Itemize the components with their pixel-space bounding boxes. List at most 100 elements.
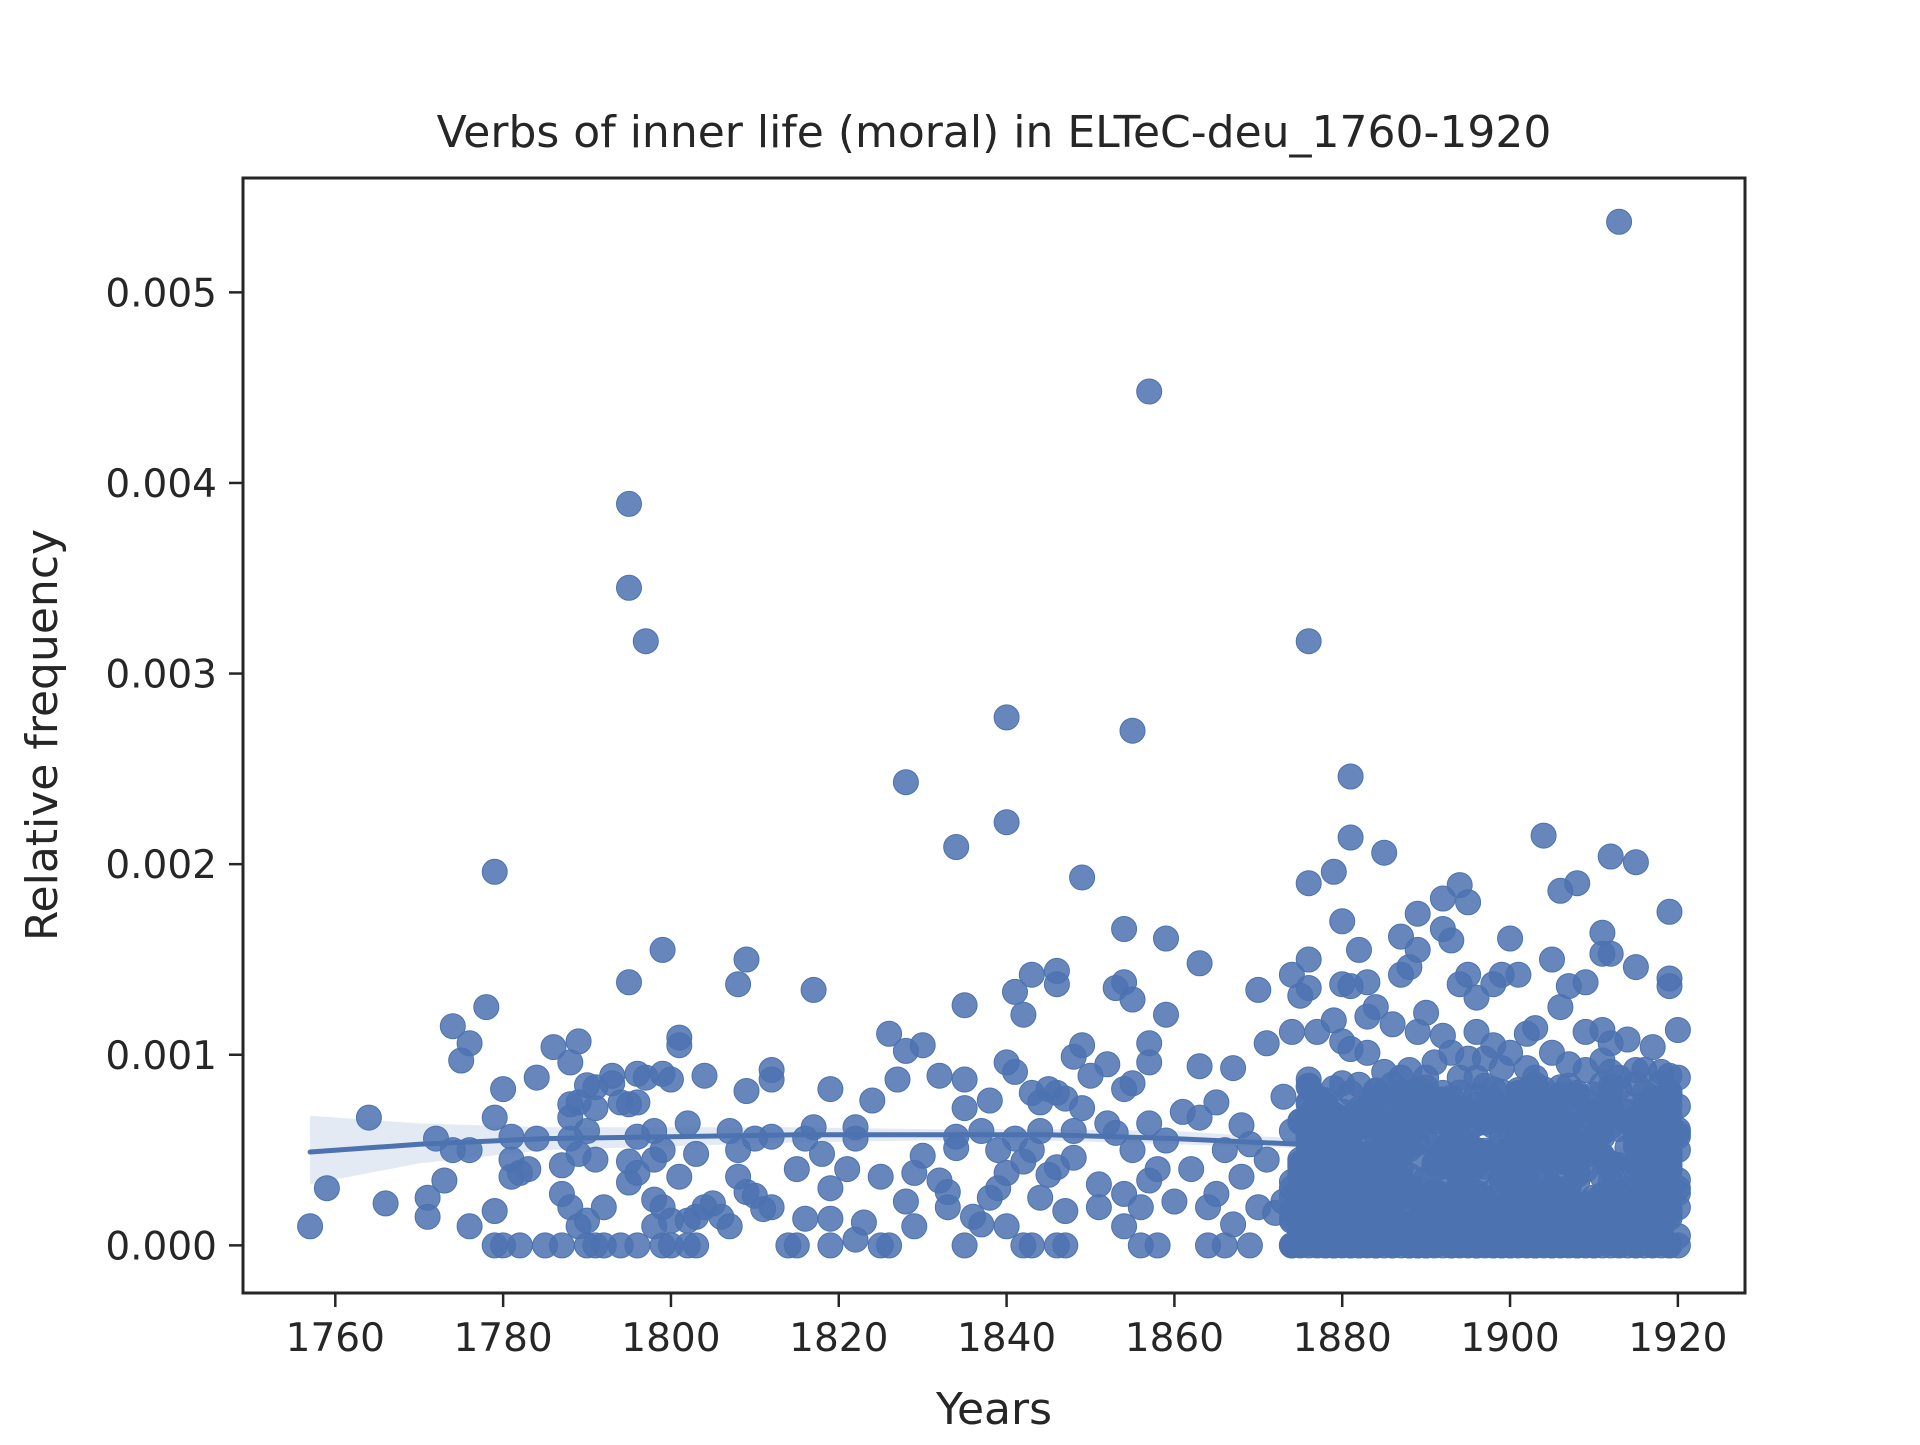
data-point <box>951 1095 978 1122</box>
data-point <box>1656 898 1683 925</box>
data-point <box>1186 1053 1213 1080</box>
y-tick-label: 0.001 <box>105 1034 217 1079</box>
data-point <box>414 1203 441 1230</box>
y-axis-ticks: 0.000 0.001 0.002 0.003 0.004 0.005 <box>105 271 243 1269</box>
data-point <box>1664 1017 1691 1043</box>
data-point <box>1597 843 1624 870</box>
data-point <box>884 1066 911 1093</box>
data-point <box>1572 969 1599 996</box>
data-point <box>1455 961 1482 988</box>
data-point <box>817 1232 844 1259</box>
data-point <box>431 1167 458 1194</box>
data-point <box>297 1213 324 1240</box>
data-point <box>1463 1232 1490 1259</box>
data-point <box>809 1140 835 1167</box>
data-point <box>892 1188 919 1215</box>
data-point <box>1622 849 1649 876</box>
data-point <box>1522 1015 1549 1042</box>
data-point <box>876 1232 903 1259</box>
data-point <box>1597 1150 1624 1176</box>
data-point <box>1639 1184 1666 1211</box>
data-point <box>1002 978 1028 1005</box>
data-point <box>565 1028 592 1055</box>
data-point <box>1111 1213 1138 1240</box>
x-axis-ticks: 1760 1780 1800 1820 1840 1860 1880 1900 1920 <box>286 1293 1728 1361</box>
data-point <box>834 1156 861 1183</box>
data-point <box>1018 961 1045 988</box>
data-point <box>540 1034 567 1061</box>
data-point <box>993 1213 1020 1240</box>
data-point <box>1287 1180 1314 1207</box>
x-tick-label: 1880 <box>1293 1316 1392 1361</box>
y-tick-label: 0.002 <box>105 843 217 888</box>
data-point <box>1354 1208 1381 1235</box>
y-tick-label: 0.003 <box>105 653 217 698</box>
data-point <box>758 1066 785 1093</box>
data-point <box>1438 927 1465 954</box>
data-point <box>1111 916 1138 942</box>
data-point <box>725 971 752 998</box>
data-point <box>1304 1156 1331 1183</box>
data-point <box>1656 973 1683 1000</box>
data-point <box>666 1163 693 1190</box>
data-point <box>1664 1175 1691 1202</box>
data-point <box>1161 1188 1188 1215</box>
data-point <box>481 1198 508 1224</box>
data-point <box>1664 1232 1691 1259</box>
data-point <box>1497 925 1524 952</box>
data-point <box>1236 1232 1263 1259</box>
data-point <box>506 1232 533 1259</box>
data-point <box>758 1194 785 1221</box>
data-point <box>1178 1156 1205 1183</box>
data-point <box>1295 1213 1322 1240</box>
data-point <box>733 1078 760 1104</box>
x-tick-label: 1840 <box>957 1316 1056 1361</box>
y-tick-label: 0.004 <box>105 462 217 507</box>
data-point <box>1497 1175 1524 1202</box>
data-point <box>1153 925 1179 952</box>
data-point <box>1346 936 1372 963</box>
data-point <box>783 1156 810 1183</box>
data-point <box>943 1135 970 1162</box>
data-point <box>1379 1011 1406 1038</box>
data-point <box>792 1205 819 1232</box>
x-tick-label: 1900 <box>1460 1316 1559 1361</box>
data-point <box>1413 1232 1440 1259</box>
data-point <box>951 992 978 1019</box>
data-point <box>1220 1211 1247 1238</box>
data-point <box>582 1146 609 1173</box>
data-point <box>1354 1039 1381 1066</box>
data-point <box>892 769 919 796</box>
data-point <box>649 1137 676 1164</box>
data-point <box>800 976 827 1003</box>
regression-line <box>307 1132 1681 1164</box>
data-point <box>683 1140 710 1167</box>
data-point <box>1094 1051 1121 1078</box>
data-point <box>1253 1030 1280 1057</box>
data-point <box>1085 1171 1112 1198</box>
data-point <box>1346 1179 1372 1205</box>
data-point <box>951 1066 978 1093</box>
data-point <box>876 1020 903 1047</box>
data-point <box>1581 1125 1607 1152</box>
data-point <box>683 1232 710 1259</box>
data-point <box>1413 999 1440 1026</box>
data-point <box>1060 1118 1087 1144</box>
data-point <box>1052 1198 1079 1224</box>
data-point <box>1069 1095 1096 1122</box>
data-point <box>1429 1197 1456 1224</box>
data-point <box>1253 1146 1280 1173</box>
data-point <box>1337 824 1364 851</box>
data-point <box>1539 946 1565 973</box>
data-point <box>1564 1156 1591 1183</box>
data-point <box>1597 940 1624 967</box>
data-point <box>313 1175 340 1202</box>
data-point <box>473 994 500 1021</box>
data-point <box>1664 1064 1691 1091</box>
data-point <box>1354 1093 1381 1120</box>
data-point <box>993 704 1020 731</box>
x-axis-label: Years <box>935 1384 1052 1435</box>
data-point <box>1295 870 1322 897</box>
data-point <box>993 809 1020 836</box>
